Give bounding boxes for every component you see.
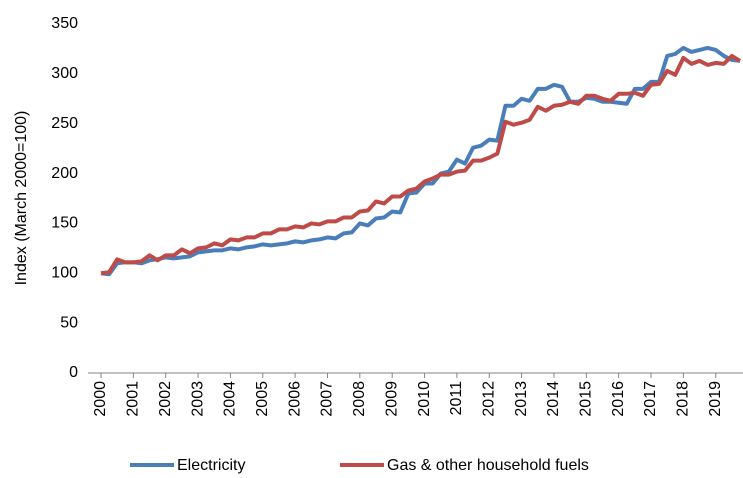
x-tick-label: 2002: [157, 381, 174, 417]
x-tick-label: 2016: [610, 381, 627, 417]
legend-label: Gas & other household fuels: [387, 457, 589, 474]
x-tick-label: 2018: [675, 381, 692, 417]
x-tick-label: 2017: [642, 381, 659, 417]
y-tick-label: 100: [51, 265, 78, 282]
line-series: [100, 53, 742, 276]
x-tick-label: 2003: [189, 381, 206, 417]
x-tick-label: 2012: [480, 381, 497, 417]
y-tick-label: 150: [51, 215, 78, 232]
x-tick-label: 2004: [222, 381, 239, 417]
legend-label: Electricity: [177, 457, 245, 474]
y-tick-label: 350: [51, 15, 78, 32]
x-tick-label: 2007: [319, 381, 336, 417]
x-tick-label: 2009: [383, 381, 400, 417]
x-tick-label: 2008: [351, 381, 368, 417]
y-tick-label: 300: [51, 65, 78, 82]
x-tick-label: 2014: [545, 381, 562, 417]
x-tick-label: 2015: [578, 381, 595, 417]
x-tick-label: 2000: [92, 381, 109, 417]
x-tick-label: 2019: [707, 381, 724, 417]
x-tick-label: 2010: [416, 381, 433, 417]
x-tick-label: 2001: [125, 381, 142, 417]
y-tick-label: 50: [60, 314, 78, 331]
line-series: [100, 45, 741, 277]
x-tick-label: 2011: [448, 381, 465, 416]
x-tick-label: 2013: [513, 381, 530, 417]
x-tick-label: 2005: [254, 381, 271, 417]
y-tick-label: 200: [51, 165, 78, 182]
y-tick-label: 0: [69, 364, 78, 381]
y-tick-label: 250: [51, 115, 78, 132]
x-tick-label: 2006: [286, 381, 303, 417]
y-axis-label: Index (March 2000=100): [13, 111, 30, 286]
